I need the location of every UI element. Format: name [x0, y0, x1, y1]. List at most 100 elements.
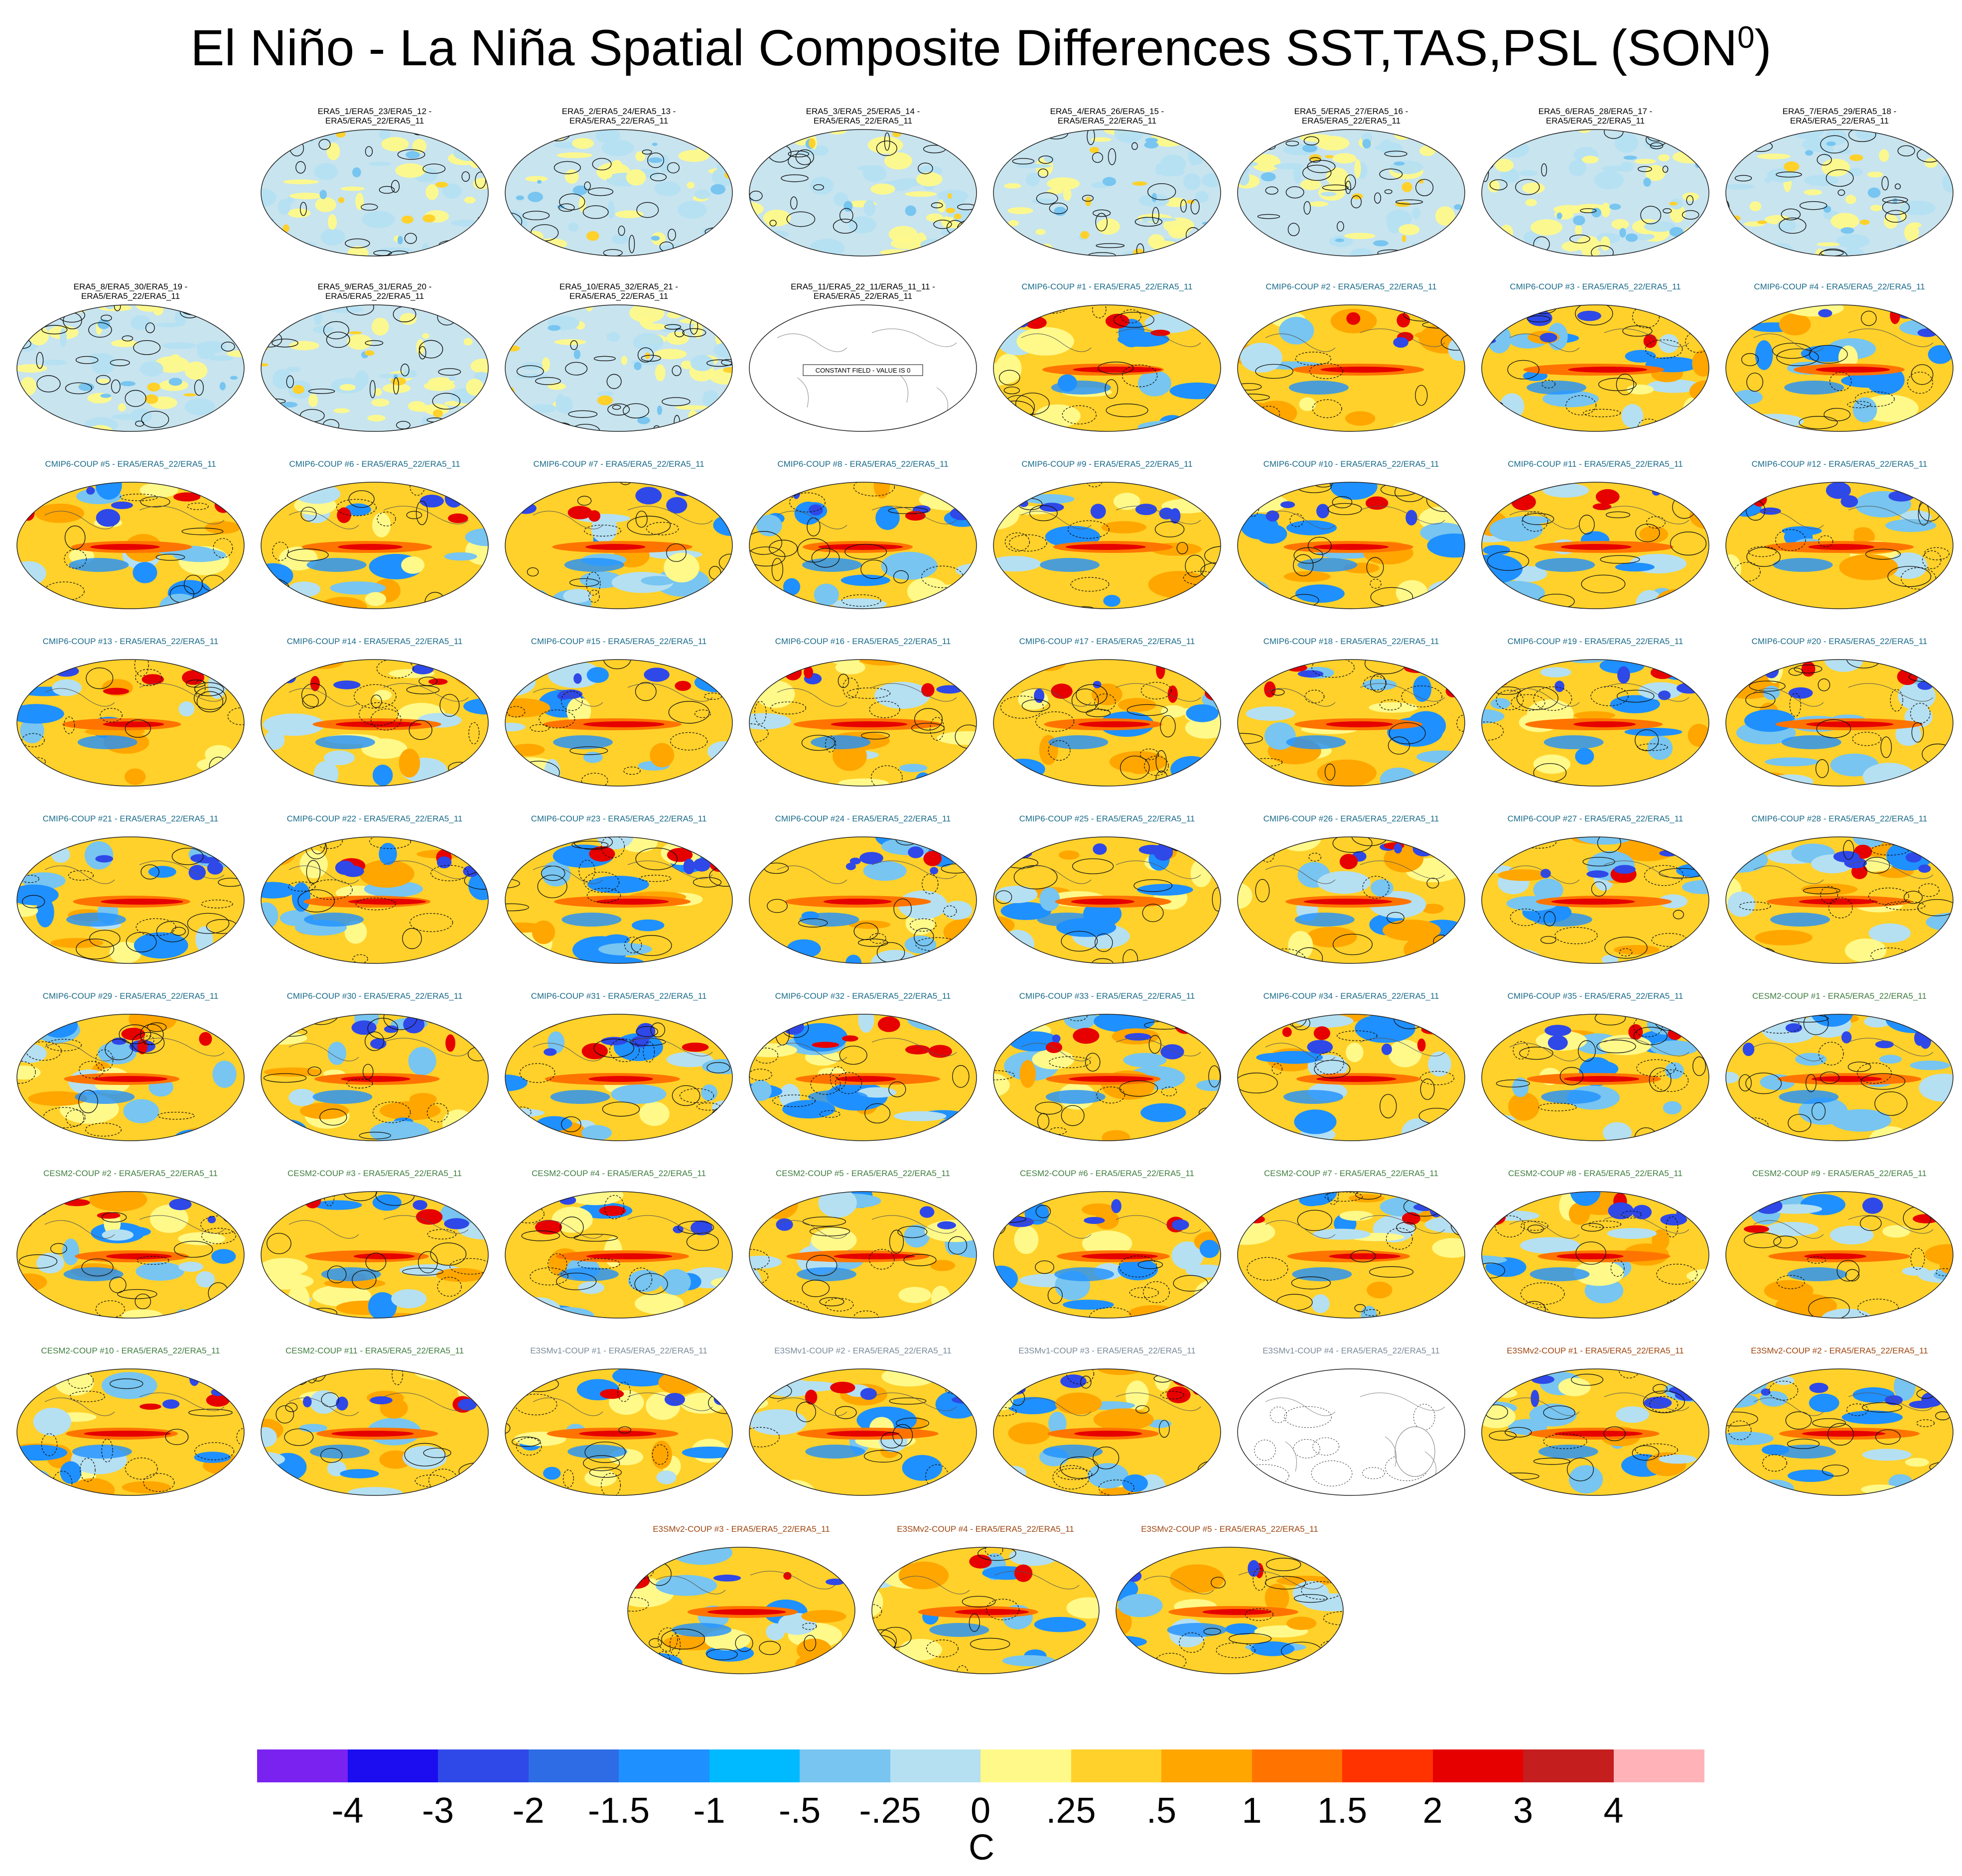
- map-panel: CESM2-COUP #11 - ERA5/ERA5_22/ERA5_11: [255, 1346, 494, 1505]
- robinson-map: [1237, 659, 1465, 787]
- robinson-map: [1237, 1014, 1465, 1141]
- figure-title: El Niño - La Niña Spatial Composite Diff…: [0, 19, 1962, 77]
- figure-title-text: El Niño - La Niña Spatial Composite Diff…: [190, 19, 1738, 76]
- panel-title: CMIP6-COUP #24 - ERA5/ERA5_22/ERA5_11: [775, 814, 951, 823]
- map-panel: CMIP6-COUP #12 - ERA5/ERA5_22/ERA5_11: [1720, 459, 1959, 619]
- map-panel: CMIP6-COUP #29 - ERA5/ERA5_22/ERA5_11: [11, 991, 250, 1151]
- panel-title: CMIP6-COUP #35 - ERA5/ERA5_22/ERA5_11: [1507, 991, 1683, 1001]
- map-panel: CMIP6-COUP #24 - ERA5/ERA5_22/ERA5_11: [743, 814, 982, 973]
- colorbar-tick-label: 1.5: [1317, 1791, 1368, 1831]
- colorbar-box: [347, 1749, 438, 1782]
- robinson-map: [505, 482, 733, 609]
- robinson-map: [261, 836, 489, 964]
- panel-title: CESM2-COUP #11 - ERA5/ERA5_22/ERA5_11: [285, 1346, 464, 1355]
- map-panel: CMIP6-COUP #14 - ERA5/ERA5_22/ERA5_11: [255, 637, 494, 796]
- colorbar-box: [528, 1749, 619, 1782]
- panel-title: CMIP6-COUP #8 - ERA5/ERA5_22/ERA5_11: [777, 459, 949, 469]
- colorbar-tick-label: -1: [693, 1791, 725, 1831]
- map-panel: CMIP6-COUP #9 - ERA5/ERA5_22/ERA5_11: [987, 459, 1227, 619]
- panel-title: CMIP6-COUP #32 - ERA5/ERA5_22/ERA5_11: [775, 991, 951, 1001]
- panel-title: CMIP6-COUP #9 - ERA5/ERA5_22/ERA5_11: [1021, 459, 1193, 469]
- colorbar-box: [1432, 1749, 1524, 1782]
- panel-title: CMIP6-COUP #33 - ERA5/ERA5_22/ERA5_11: [1019, 991, 1195, 1001]
- colorbar-box: [800, 1749, 890, 1782]
- robinson-map: [16, 659, 245, 787]
- colorbar: [257, 1749, 1704, 1782]
- robinson-map: [993, 1014, 1221, 1141]
- panel-title: CESM2-COUP #6 - ERA5/ERA5_22/ERA5_11: [1020, 1169, 1194, 1178]
- map-panel: CMIP6-COUP #16 - ERA5/ERA5_22/ERA5_11: [743, 637, 982, 796]
- panel-title: E3SMv1-COUP #3 - ERA5/ERA5_22/ERA5_11: [1018, 1346, 1196, 1355]
- colorbar-box: [257, 1749, 348, 1782]
- map-panel: CMIP6-COUP #13 - ERA5/ERA5_22/ERA5_11: [11, 637, 250, 796]
- robinson-map: [1237, 836, 1465, 964]
- colorbar-tick-label: -1.5: [587, 1791, 650, 1831]
- robinson-map: [1116, 1547, 1344, 1674]
- panel-title: CMIP6-COUP #4 - ERA5/ERA5_22/ERA5_11: [1754, 282, 1925, 291]
- robinson-map: [1481, 304, 1709, 432]
- map-panel: CMIP6-COUP #1 - ERA5/ERA5_22/ERA5_11: [987, 282, 1227, 441]
- panel-title: CMIP6-COUP #26 - ERA5/ERA5_22/ERA5_11: [1263, 814, 1439, 823]
- panel-title: CMIP6-COUP #31 - ERA5/ERA5_22/ERA5_11: [531, 991, 707, 1001]
- map-panel: CMIP6-COUP #21 - ERA5/ERA5_22/ERA5_11: [11, 814, 250, 973]
- panel-title: ERA5_2/ERA5_24/ERA5_13 - ERA5/ERA5_22/ER…: [561, 107, 676, 126]
- map-panel: CMIP6-COUP #33 - ERA5/ERA5_22/ERA5_11: [987, 991, 1227, 1151]
- panel-title: CMIP6-COUP #6 - ERA5/ERA5_22/ERA5_11: [289, 459, 460, 469]
- robinson-map: [505, 1368, 733, 1496]
- map-panel: CMIP6-COUP #27 - ERA5/ERA5_22/ERA5_11: [1476, 814, 1715, 973]
- panel-title: CMIP6-COUP #20 - ERA5/ERA5_22/ERA5_11: [1751, 637, 1928, 646]
- robinson-map: [1237, 1191, 1465, 1319]
- figure-title-close: ): [1754, 19, 1772, 76]
- map-panel: CMIP6-COUP #10 - ERA5/ERA5_22/ERA5_11: [1232, 459, 1471, 619]
- robinson-map: [16, 304, 245, 432]
- robinson-map: [16, 1368, 245, 1496]
- panel-title: CMIP6-COUP #17 - ERA5/ERA5_22/ERA5_11: [1019, 637, 1195, 646]
- map-panel: CMIP6-COUP #3 - ERA5/ERA5_22/ERA5_11: [1476, 282, 1715, 441]
- robinson-map: [261, 1368, 489, 1496]
- colorbar-box: [1523, 1749, 1614, 1782]
- panel-title: CMIP6-COUP #5 - ERA5/ERA5_22/ERA5_11: [45, 459, 216, 469]
- panel-title: CESM2-COUP #3 - ERA5/ERA5_22/ERA5_11: [287, 1169, 462, 1178]
- panel-title: CMIP6-COUP #21 - ERA5/ERA5_22/ERA5_11: [42, 814, 219, 823]
- map-panel: CMIP6-COUP #18 - ERA5/ERA5_22/ERA5_11: [1232, 637, 1471, 796]
- robinson-map: [1481, 482, 1709, 609]
- panel-title: E3SMv2-COUP #1 - ERA5/ERA5_22/ERA5_11: [1507, 1346, 1684, 1355]
- robinson-map: [505, 129, 733, 257]
- panel-title: ERA5_5/ERA5_27/ERA5_16 - ERA5/ERA5_22/ER…: [1294, 107, 1408, 126]
- panel-title: ERA5_7/ERA5_29/ERA5_18 - ERA5/ERA5_22/ER…: [1782, 107, 1897, 126]
- panel-title: CESM2-COUP #1 - ERA5/ERA5_22/ERA5_11: [1752, 991, 1927, 1001]
- robinson-map: [1237, 482, 1465, 609]
- map-panel: ERA5_7/ERA5_29/ERA5_18 - ERA5/ERA5_22/ER…: [1720, 107, 1959, 266]
- colorbar-unit: C: [969, 1828, 994, 1868]
- panel-title: CMIP6-COUP #23 - ERA5/ERA5_22/ERA5_11: [531, 814, 707, 823]
- panel-title: CESM2-COUP #9 - ERA5/ERA5_22/ERA5_11: [1752, 1169, 1927, 1178]
- panel-title: ERA5_4/ERA5_26/ERA5_15 - ERA5/ERA5_22/ER…: [1050, 107, 1164, 126]
- robinson-map: [1481, 1368, 1709, 1496]
- panel-title: CESM2-COUP #5 - ERA5/ERA5_22/ERA5_11: [776, 1169, 950, 1178]
- map-panel: ERA5_9/ERA5_31/ERA5_20 - ERA5/ERA5_22/ER…: [255, 282, 494, 441]
- robinson-map: [1725, 659, 1954, 787]
- panel-title: E3SMv1-COUP #2 - ERA5/ERA5_22/ERA5_11: [774, 1346, 952, 1355]
- panel-title: E3SMv1-COUP #1 - ERA5/ERA5_22/ERA5_11: [530, 1346, 707, 1355]
- robinson-map: [261, 482, 489, 609]
- map-panel: CMIP6-COUP #17 - ERA5/ERA5_22/ERA5_11: [987, 637, 1227, 796]
- map-panel: CMIP6-COUP #34 - ERA5/ERA5_22/ERA5_11: [1232, 991, 1471, 1151]
- colorbar-tick-label: 2: [1422, 1791, 1443, 1831]
- colorbar-box: [709, 1749, 800, 1782]
- robinson-map: [1725, 129, 1954, 257]
- robinson-map: [261, 659, 489, 787]
- panel-title: CESM2-COUP #8 - ERA5/ERA5_22/ERA5_11: [1508, 1169, 1682, 1178]
- map-panel: E3SMv1-COUP #4 - ERA5/ERA5_22/ERA5_11: [1232, 1346, 1471, 1505]
- map-panel: CESM2-COUP #10 - ERA5/ERA5_22/ERA5_11: [11, 1346, 250, 1505]
- map-panel: ERA5_3/ERA5_25/ERA5_14 - ERA5/ERA5_22/ER…: [743, 107, 982, 266]
- map-panel: E3SMv2-COUP #1 - ERA5/ERA5_22/ERA5_11: [1476, 1346, 1715, 1505]
- robinson-map: [261, 1014, 489, 1141]
- robinson-map: [1725, 304, 1954, 432]
- robinson-map: [505, 659, 733, 787]
- map-panel: CMIP6-COUP #2 - ERA5/ERA5_22/ERA5_11: [1232, 282, 1471, 441]
- map-panel: E3SMv2-COUP #5 - ERA5/ERA5_22/ERA5_11: [1110, 1524, 1349, 1684]
- robinson-map: [505, 1014, 733, 1141]
- robinson-map: [749, 482, 977, 609]
- panel-title: CMIP6-COUP #14 - ERA5/ERA5_22/ERA5_11: [286, 637, 463, 646]
- map-panel: CESM2-COUP #5 - ERA5/ERA5_22/ERA5_11: [743, 1169, 982, 1328]
